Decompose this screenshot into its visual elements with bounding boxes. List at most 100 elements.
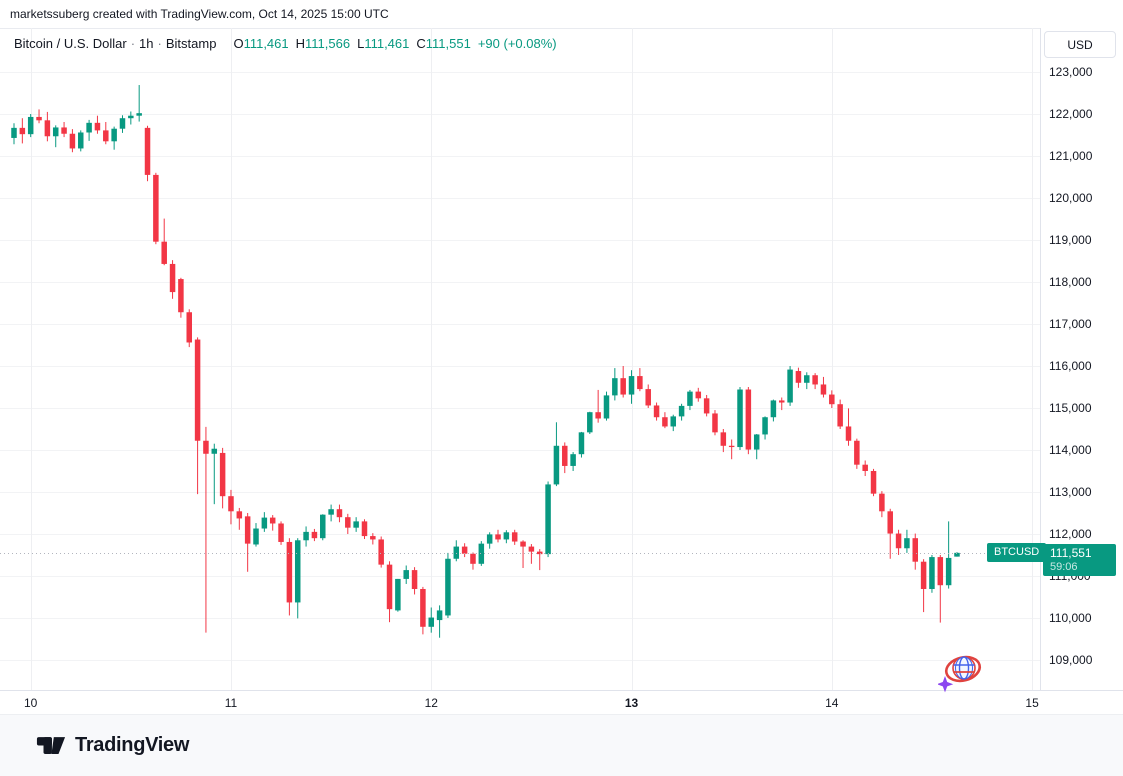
price-tick-label: 120,000: [1049, 191, 1093, 205]
candle: [144, 125, 151, 182]
candle: [103, 121, 109, 145]
candle: [269, 515, 276, 531]
candle: [428, 607, 434, 633]
candle: [645, 384, 651, 408]
symbol-description: Bitcoin / U.S. Dollar · 1h · Bitstamp O111,46…: [14, 36, 557, 51]
candle: [595, 389, 601, 423]
close-label: C: [416, 36, 426, 51]
price-axis[interactable]: 109,000 110,000 111,000 112,000 113,000 114,0…: [1040, 28, 1123, 690]
card-top-border: [0, 28, 1123, 29]
candle: [753, 434, 760, 460]
candle: [837, 399, 843, 429]
candle: [461, 543, 468, 558]
candle: [662, 412, 668, 429]
candle: [536, 549, 543, 571]
price-tick-label: 109,000: [1049, 653, 1093, 667]
candle: [153, 172, 159, 245]
last-price-badge: 111,551 59:06: [1043, 544, 1116, 576]
bar-countdown: 59:06: [1050, 561, 1078, 573]
candle: [920, 559, 927, 613]
candle: [728, 439, 735, 460]
change-value: +90 (+0.08%): [477, 36, 557, 51]
candle: [570, 452, 576, 471]
candle: [294, 538, 301, 619]
candle: [286, 538, 293, 616]
candle: [119, 115, 126, 133]
candle: [219, 447, 226, 509]
candle: [161, 218, 167, 266]
candle: [411, 567, 418, 595]
time-axis[interactable]: 10 11 12 13 14 15: [0, 690, 1123, 715]
candle: [311, 528, 318, 542]
tradingview-logo[interactable]: TradingView: [36, 734, 189, 757]
candle: [403, 565, 409, 584]
low-label: L: [357, 36, 365, 51]
candle: [870, 468, 877, 497]
candle: [178, 277, 184, 318]
close-value: 111,551: [425, 36, 471, 51]
candle: [61, 121, 67, 138]
candle: [194, 337, 201, 495]
candle: [453, 540, 460, 562]
candle: [737, 386, 743, 450]
last-price-value: 111,551: [1050, 546, 1092, 560]
candle: [320, 514, 326, 541]
candle: [620, 365, 626, 398]
candle: [929, 554, 935, 593]
candle: [328, 504, 334, 522]
candle: [228, 489, 234, 525]
candle: [495, 529, 501, 543]
interval-label[interactable]: 1h: [139, 36, 154, 51]
candle: [695, 387, 702, 402]
globe-sparkle-sticker: [936, 652, 983, 694]
candle: [795, 367, 802, 388]
candle: [528, 544, 535, 564]
candle: [244, 512, 251, 572]
candle: [169, 260, 176, 299]
candle: [128, 111, 134, 125]
exchange-label: Bitstamp: [165, 36, 217, 51]
candle: [27, 114, 34, 138]
price-tick-label: 117,000: [1049, 317, 1092, 331]
tradingview-logo-icon: [36, 737, 66, 754]
candle: [637, 368, 643, 392]
price-tick-label: 122,000: [1049, 107, 1093, 121]
candle: [478, 541, 485, 566]
candle: [862, 460, 868, 477]
candle: [253, 523, 259, 547]
price-tick-label: 112,000: [1049, 527, 1092, 541]
time-tick-label: 10: [24, 696, 38, 710]
candle: [578, 431, 585, 458]
currency-usd-button[interactable]: USD: [1044, 31, 1116, 58]
candle: [69, 129, 76, 153]
candle: [303, 526, 309, 547]
candle: [353, 517, 359, 532]
candle: [603, 391, 610, 421]
candle: [954, 552, 960, 557]
candle: [703, 394, 710, 417]
symbol-name[interactable]: Bitcoin / U.S. Dollar: [14, 36, 127, 51]
candle: [945, 521, 952, 589]
candle: [336, 504, 343, 523]
candle: [829, 390, 835, 408]
time-tick-label: 12: [424, 696, 438, 710]
candle: [19, 118, 26, 144]
candle: [887, 508, 893, 559]
candle: [361, 519, 368, 540]
time-tick-label: 15: [1025, 696, 1039, 710]
candle: [845, 408, 852, 446]
price-tick-label: 118,000: [1049, 275, 1092, 289]
price-tick-label: 121,000: [1049, 149, 1093, 163]
candle: [670, 414, 677, 432]
candle: [804, 372, 810, 390]
candles-layer: [11, 85, 960, 638]
candle: [678, 403, 685, 421]
candle: [787, 365, 793, 406]
attribution-text: marketssuberg created with TradingView.c…: [10, 7, 389, 21]
candle: [395, 578, 401, 612]
price-tick-label: 110,000: [1049, 611, 1092, 625]
time-tick-label: 11: [224, 696, 238, 710]
open-label: O: [233, 36, 244, 51]
candle: [11, 123, 17, 145]
